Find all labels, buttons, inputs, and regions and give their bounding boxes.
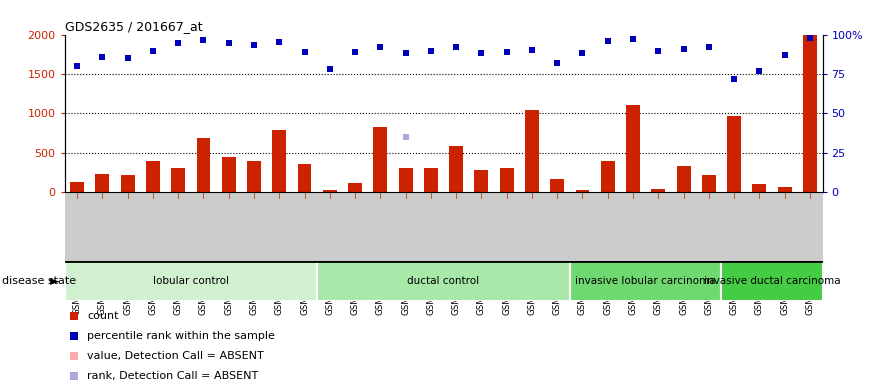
Point	[120, 55, 134, 61]
Point	[550, 60, 564, 66]
Bar	[399, 169, 412, 192]
Bar	[500, 169, 513, 192]
Point	[399, 50, 413, 56]
Point	[66, 313, 81, 319]
Bar	[626, 106, 640, 192]
Text: percentile rank within the sample: percentile rank within the sample	[87, 331, 275, 341]
Text: rank, Detection Call = ABSENT: rank, Detection Call = ABSENT	[87, 371, 259, 381]
Bar	[374, 127, 387, 192]
Bar	[121, 175, 134, 192]
Point	[727, 76, 741, 83]
Bar	[753, 184, 766, 192]
Bar	[349, 182, 362, 192]
Text: disease state: disease state	[2, 276, 76, 286]
Point	[474, 50, 488, 56]
Point	[297, 49, 312, 55]
Point	[626, 36, 641, 42]
Point	[348, 49, 362, 55]
Point	[500, 49, 514, 55]
Bar	[575, 190, 590, 192]
Point	[449, 44, 463, 50]
Bar	[475, 170, 488, 192]
Point	[66, 372, 81, 379]
Bar	[317, 261, 570, 301]
Bar	[297, 164, 312, 192]
Text: count: count	[87, 311, 119, 321]
Point	[272, 38, 287, 45]
Point	[95, 53, 109, 60]
Bar	[272, 130, 286, 192]
Bar	[146, 161, 159, 192]
Bar	[65, 261, 317, 301]
Bar	[728, 116, 741, 192]
Point	[803, 35, 817, 41]
Text: ductal control: ductal control	[408, 276, 479, 286]
Point	[424, 48, 438, 54]
Bar	[570, 261, 721, 301]
Point	[399, 134, 413, 140]
Bar	[196, 139, 211, 192]
Point	[66, 333, 81, 339]
Point	[525, 47, 539, 53]
Bar	[676, 166, 691, 192]
Point	[247, 42, 262, 48]
Point	[171, 40, 185, 46]
Text: invasive ductal carcinoma: invasive ductal carcinoma	[703, 276, 840, 286]
Point	[70, 63, 84, 69]
Bar	[449, 146, 463, 192]
Point	[373, 44, 387, 50]
Point	[146, 48, 160, 54]
Bar	[96, 174, 109, 192]
Bar	[525, 110, 538, 192]
Point	[221, 40, 236, 46]
Bar	[702, 175, 716, 192]
Bar	[424, 167, 438, 192]
Point	[323, 66, 337, 72]
Point	[676, 46, 691, 52]
Bar	[651, 189, 665, 192]
Bar	[803, 35, 817, 192]
Bar	[247, 161, 261, 192]
Point	[196, 37, 211, 43]
Bar	[721, 261, 823, 301]
Bar	[323, 190, 337, 192]
Bar	[778, 187, 791, 192]
Bar	[171, 167, 185, 192]
Point	[66, 353, 81, 359]
Text: value, Detection Call = ABSENT: value, Detection Call = ABSENT	[87, 351, 264, 361]
Point	[600, 38, 615, 44]
Text: ►: ►	[50, 275, 60, 288]
Bar	[601, 161, 615, 192]
Bar	[222, 157, 236, 192]
Text: invasive lobular carcinoma: invasive lobular carcinoma	[575, 276, 716, 286]
Point	[753, 68, 767, 74]
Bar	[70, 182, 84, 192]
Text: GDS2635 / 201667_at: GDS2635 / 201667_at	[65, 20, 202, 33]
Point	[778, 52, 792, 58]
Point	[651, 48, 666, 54]
Point	[575, 50, 590, 56]
Text: lobular control: lobular control	[153, 276, 228, 286]
Bar	[550, 179, 564, 192]
Point	[702, 44, 716, 50]
